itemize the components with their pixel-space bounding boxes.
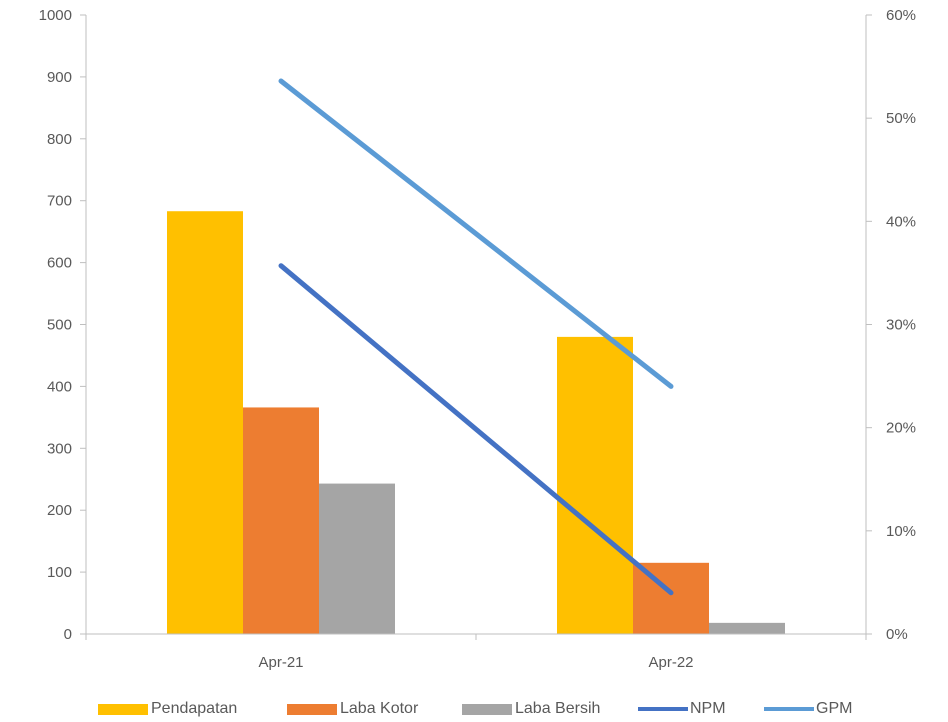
x-axis-category-label: Apr-22 [648,654,693,671]
left-axis-tick-label: 800 [47,131,72,148]
legend-swatch [287,703,337,715]
legend-label: Laba Bersih [515,700,601,717]
left-axis-tick-label: 700 [47,193,72,210]
legend-swatch [98,703,148,715]
legend: Pendapatan Laba Kotor Laba Bersih NPM GPM [0,698,948,722]
left-axis-tick-label: 900 [47,69,72,86]
legend-item-gpm: GPM [764,698,852,720]
right-axis-tick-label: 40% [886,213,916,230]
bars-layer [167,211,785,634]
legend-label: GPM [816,700,853,717]
left-axis-tick-label: 0 [64,626,72,643]
bar-laba-bersih-apr-21 [319,483,395,634]
right-axis-tick-label: 50% [886,110,916,127]
legend-item-laba-kotor: Laba Kotor [287,698,418,720]
right-axis-tick-label: 0% [886,626,908,643]
right-axis-tick-label: 20% [886,420,916,437]
legend-item-pendapatan: Pendapatan [98,698,237,720]
legend-swatch [764,707,814,711]
line-npm [278,263,674,596]
legend-swatch [638,707,688,711]
left-axis-tick-label: 200 [47,502,72,519]
left-axis-tick-label: 400 [47,378,72,395]
axes-layer: 0 100 200 300 400 500 600 700 800 900 1000 0% 10% 20%… [39,7,916,671]
line-gpm [278,78,674,389]
x-axis-category-label: Apr-21 [258,654,303,671]
legend-label: Laba Kotor [340,700,419,717]
left-axis-tick-label: 300 [47,440,72,457]
bar-laba-kotor-apr-21 [243,407,319,634]
bar-pendapatan-apr-22 [557,336,633,634]
left-axis-tick-label: 1000 [39,7,72,24]
legend-swatch [462,703,512,715]
bar-laba-bersih-apr-22 [709,622,785,634]
right-axis-tick-label: 10% [886,523,916,540]
right-axis-tick-label: 30% [886,317,916,334]
right-axis-tick-label: 60% [886,7,916,24]
lines-layer [278,78,674,596]
left-axis-tick-label: 500 [47,317,72,334]
bar-pendapatan-apr-21 [167,211,243,634]
legend-label: NPM [690,700,726,717]
left-axis-tick-label: 600 [47,255,72,272]
left-axis-tick-label: 100 [47,564,72,581]
legend-label: Pendapatan [151,700,238,717]
legend-item-laba-bersih: Laba Bersih [462,698,600,720]
legend-item-npm: NPM [638,698,726,720]
